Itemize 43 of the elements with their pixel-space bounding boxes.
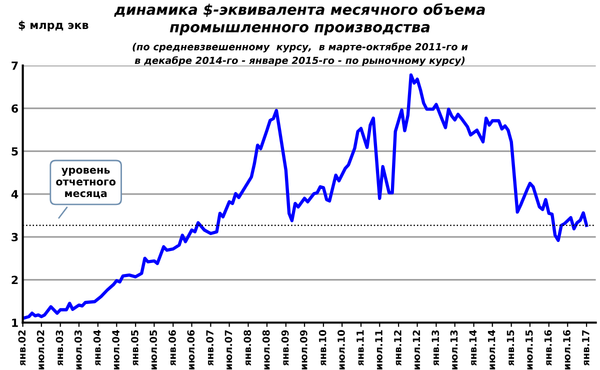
x-tick-label: июл.11 xyxy=(375,330,382,370)
x-tick-label: янв.02 xyxy=(18,330,26,366)
x-tick-label: июл.06 xyxy=(187,330,195,370)
chart-subtitle: (по средневзвешенному курсу, в марте-октябре 2011-го и в декабре 2014-го - январе 2015-го - по рыночному курсу) xyxy=(132,42,468,66)
y-tick-label: 2 xyxy=(12,276,18,284)
line-series xyxy=(22,73,588,320)
x-tick-label: янв.12 xyxy=(394,330,402,366)
x-tick-label: июл.09 xyxy=(300,330,308,370)
x-tick-label: июл.13 xyxy=(450,330,458,370)
y-tick-label: 1 xyxy=(12,318,18,327)
x-tick-label: июл.02 xyxy=(36,330,44,370)
x-tick-label: янв.15 xyxy=(506,330,514,366)
x-tick-label: июл.05 xyxy=(150,330,158,370)
x-tick-label: янв.04 xyxy=(93,330,101,366)
x-tick-label: янв.14 xyxy=(469,330,476,366)
x-tick-label: янв.06 xyxy=(168,330,176,366)
ref-line-label: уровень отчетного месяца xyxy=(56,168,116,198)
x-tick-label: янв.17 xyxy=(582,330,590,366)
x-tick-label: июл.08 xyxy=(262,330,270,370)
x-tick-label: июл.16 xyxy=(563,330,570,370)
x-tick-label: янв.16 xyxy=(544,330,552,366)
x-tick-label: июл.14 xyxy=(488,330,496,370)
y-tick-label: 3 xyxy=(12,232,18,242)
y-tick-label: 7 xyxy=(12,62,18,70)
x-tick-label: июл.10 xyxy=(338,330,345,370)
chart-title: динамика $-эквивалента месячного объема промышленного производства xyxy=(114,3,485,36)
x-tick-label: июл.07 xyxy=(224,330,232,370)
x-tick-label: янв.11 xyxy=(356,330,364,366)
x-tick-label: янв.13 xyxy=(432,330,440,366)
x-tick-label: июл.12 xyxy=(412,330,420,370)
x-tick-label: июл.15 xyxy=(526,330,533,370)
y-axis-title: $ млрд экв xyxy=(18,20,88,32)
x-tick-label: янв.08 xyxy=(244,330,252,366)
x-tick-label: янв.05 xyxy=(131,330,138,366)
x-tick-label: янв.10 xyxy=(318,330,326,366)
y-tick-label: 6 xyxy=(12,104,18,113)
y-tick-label: 4 xyxy=(11,190,18,198)
x-tick-label: янв.03 xyxy=(56,330,64,366)
x-tick-label: янв.09 xyxy=(281,330,289,366)
x-tick-label: янв.07 xyxy=(206,330,214,366)
y-tick-label: 5 xyxy=(12,147,18,156)
x-tick-label: июл.04 xyxy=(112,330,120,370)
x-tick-label: июл.03 xyxy=(74,330,82,370)
